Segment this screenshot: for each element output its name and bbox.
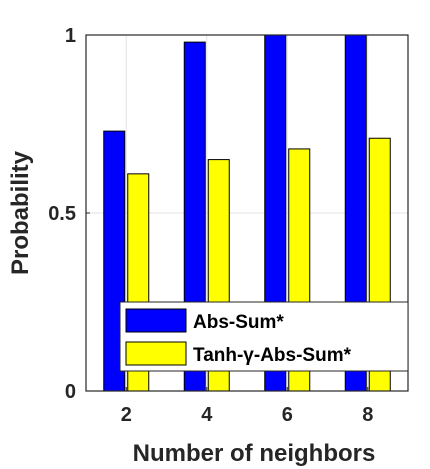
legend-label-tanh-abs-sum: Tanh-γ-Abs-Sum* — [193, 345, 352, 366]
y-tick-label: 0.5 — [48, 203, 76, 225]
tick-labels: 2 4 6 8 0 0.5 1 — [48, 25, 373, 426]
legend-swatch-tanh-abs-sum — [125, 341, 187, 366]
x-tick-label: 2 — [121, 404, 132, 426]
y-axis-label: Probability — [7, 150, 34, 275]
x-axis-label: Number of neighbors — [133, 440, 376, 467]
x-tick-label: 8 — [362, 404, 373, 426]
y-tick-label: 1 — [65, 25, 76, 47]
legend: Abs-Sum* Tanh-γ-Abs-Sum* — [119, 301, 409, 372]
x-tick-label: 4 — [201, 404, 213, 426]
x-tick-label: 6 — [282, 404, 293, 426]
y-tick-label: 0 — [65, 381, 76, 403]
legend-swatch-abs-sum — [125, 308, 187, 333]
legend-label-abs-sum: Abs-Sum* — [193, 312, 284, 333]
